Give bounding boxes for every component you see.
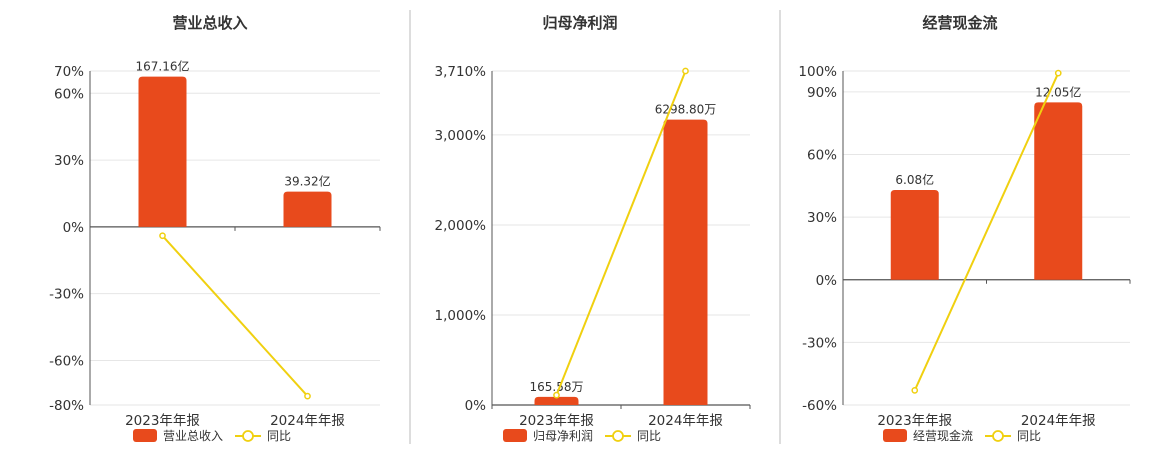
y-tick-label: 0%: [465, 398, 487, 414]
legend-line-marker: [242, 430, 254, 442]
y-tick-label: 100%: [798, 64, 837, 80]
legend-bar-swatch: [883, 429, 907, 442]
y-tick-label: -60%: [49, 353, 84, 369]
y-tick-label: 2,000%: [435, 218, 487, 234]
y-tick-label: 60%: [54, 86, 84, 102]
bar: [534, 396, 579, 405]
y-tick-label: 0%: [816, 273, 838, 289]
legend-line-label: 同比: [267, 429, 291, 443]
bar: [890, 189, 939, 280]
yoy-point: [553, 391, 560, 399]
legend-bar-label: 营业总收入: [163, 429, 223, 443]
yoy-point: [159, 232, 166, 240]
yoy-line: [555, 70, 687, 396]
y-tick-label: -80%: [49, 398, 84, 414]
legend-line-label: 同比: [1017, 429, 1041, 443]
y-tick-label: -30%: [802, 335, 837, 351]
bar-data-label: 165.58万: [530, 380, 584, 394]
bar-data-label: 6.08亿: [895, 172, 934, 187]
chart-title: 经营现金流: [922, 14, 997, 32]
yoy-point: [304, 392, 311, 400]
chart-title: 营业总收入: [172, 14, 247, 32]
bar: [1034, 102, 1083, 280]
y-tick-label: 60%: [807, 148, 837, 164]
legend-bar-swatch: [133, 429, 157, 442]
y-tick-label: 0%: [63, 220, 85, 236]
bar-data-label: 6298.80万: [655, 103, 717, 117]
yoy-line: [913, 72, 1060, 391]
y-tick-label: -30%: [49, 287, 84, 303]
y-tick-label: 30%: [54, 153, 84, 169]
bar: [663, 119, 708, 405]
y-tick-label: 1,000%: [435, 308, 487, 324]
y-tick-label: 30%: [807, 210, 837, 226]
y-tick-label: 3,710%: [435, 64, 487, 80]
legend-bar-label: 经营现金流: [913, 428, 973, 443]
y-tick-label: 90%: [807, 85, 837, 101]
yoy-point: [1054, 69, 1062, 77]
x-category-label: 2024年年报: [648, 413, 723, 429]
legend-bar-label: 归母净利润: [533, 429, 593, 443]
bar-data-label: 167.16亿: [136, 59, 190, 74]
chart-title: 归母净利润: [542, 14, 617, 32]
yoy-point: [911, 387, 919, 394]
legend-line-marker: [992, 430, 1004, 442]
x-category-label: 2023年年报: [877, 413, 952, 429]
yoy-line: [161, 235, 309, 397]
x-category-label: 2023年年报: [125, 413, 200, 429]
y-tick-label: -60%: [802, 398, 837, 414]
legend-line-marker: [612, 430, 624, 442]
x-category-label: 2024年年报: [1021, 413, 1096, 429]
x-category-label: 2023年年报: [519, 413, 594, 429]
x-category-label: 2024年年报: [270, 413, 345, 429]
bar-data-label: 39.32亿: [284, 174, 330, 189]
yoy-point: [682, 67, 689, 75]
bar: [283, 191, 332, 227]
y-tick-label: 70%: [54, 64, 84, 80]
y-tick-label: 3,000%: [435, 128, 487, 144]
bar-data-label: 12.05亿: [1035, 84, 1081, 99]
bar: [138, 76, 187, 227]
legend-bar-swatch: [503, 429, 527, 442]
legend-line-label: 同比: [637, 429, 661, 443]
